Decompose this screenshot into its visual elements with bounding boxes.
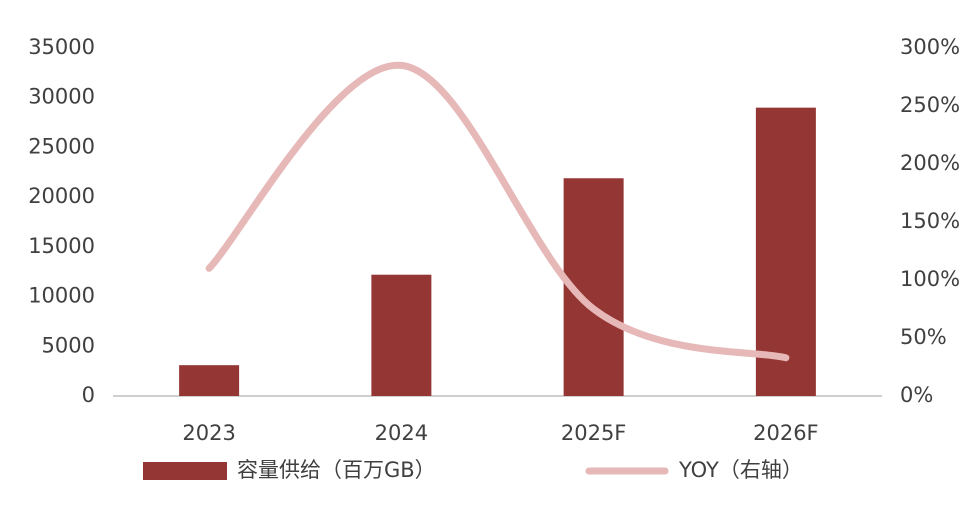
line	[205, 61, 790, 362]
x-tick-label: 2024	[375, 421, 428, 445]
y-tick-label: 10000	[28, 284, 95, 308]
y-tick-label: 35000	[28, 35, 95, 59]
x-tick-label: 2023	[182, 421, 235, 445]
y-tick-label: 30000	[28, 85, 95, 109]
y2-tick-label: 150%	[900, 209, 960, 233]
y-tick-label: 5000	[42, 333, 95, 357]
bar	[179, 365, 240, 396]
y2-tick-label: 300%	[900, 35, 960, 59]
y-tick-label: 20000	[28, 184, 95, 208]
x-tick-label: 2025F	[561, 421, 627, 445]
y-tick-label: 15000	[28, 234, 95, 258]
bar	[371, 274, 432, 396]
y-tick-label: 0	[82, 383, 95, 407]
y-tick-label: 25000	[28, 134, 95, 158]
legend-label: YOY（右轴）	[678, 458, 803, 482]
y2-tick-label: 100%	[900, 267, 960, 291]
y2-tick-label: 0%	[900, 383, 933, 407]
y2-tick-label: 250%	[900, 93, 960, 117]
x-tick-label: 2026F	[753, 421, 819, 445]
legend-label: 容量供给（百万GB）	[237, 458, 436, 482]
legend-swatch	[143, 462, 227, 480]
bar	[755, 107, 816, 397]
y2-tick-label: 50%	[900, 325, 947, 349]
y2-tick-label: 200%	[900, 151, 960, 175]
